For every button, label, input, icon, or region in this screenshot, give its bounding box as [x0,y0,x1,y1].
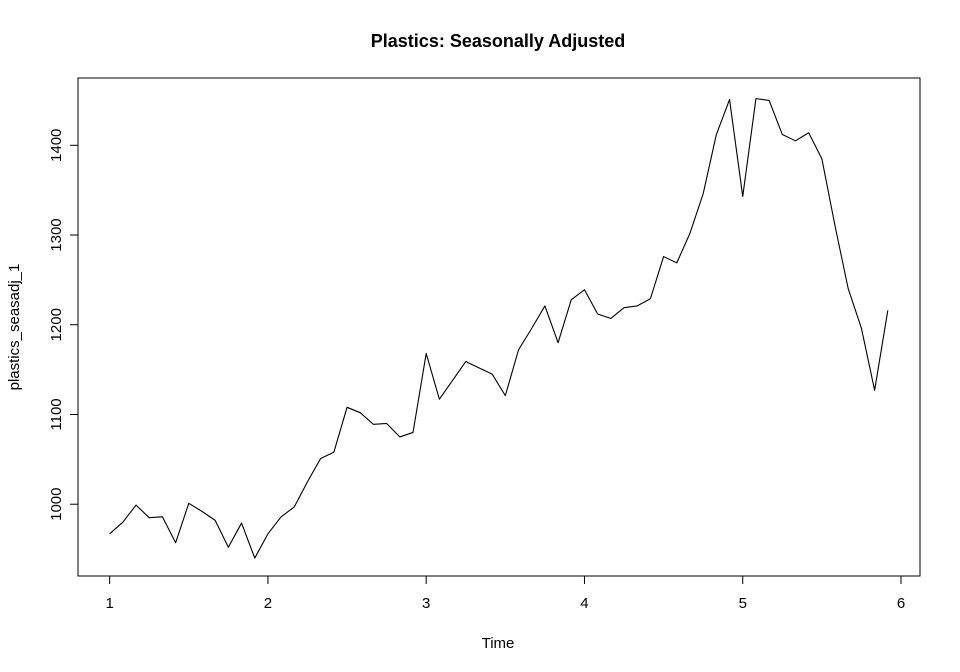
y-tick-label-4: 1400 [48,129,65,162]
y-tick-label-2: 1200 [48,308,65,341]
data-points [109,98,889,559]
y-axis-label: plastics_seasadj_1 [6,264,23,391]
x-tick-label-3: 4 [580,595,588,612]
y-tick-label-0: 1000 [48,488,65,521]
y-tick-label-3: 1300 [48,218,65,251]
x-tick-label-5: 6 [897,595,905,612]
x-tick-label-4: 5 [739,595,747,612]
plot-frame [77,77,921,577]
x-axis-label: Time [482,635,515,652]
x-tick-label-1: 2 [264,595,272,612]
x-axis: 1 2 3 4 5 6 [105,575,905,612]
chart-title: Plastics: Seasonally Adjusted [371,31,625,51]
y-tick-label-1: 1100 [48,398,65,430]
x-tick-label-2: 3 [422,595,430,612]
y-axis: 1000 1100 1200 1300 1400 [48,129,79,521]
series-line [109,98,889,559]
x-tick-label-0: 1 [105,595,113,612]
